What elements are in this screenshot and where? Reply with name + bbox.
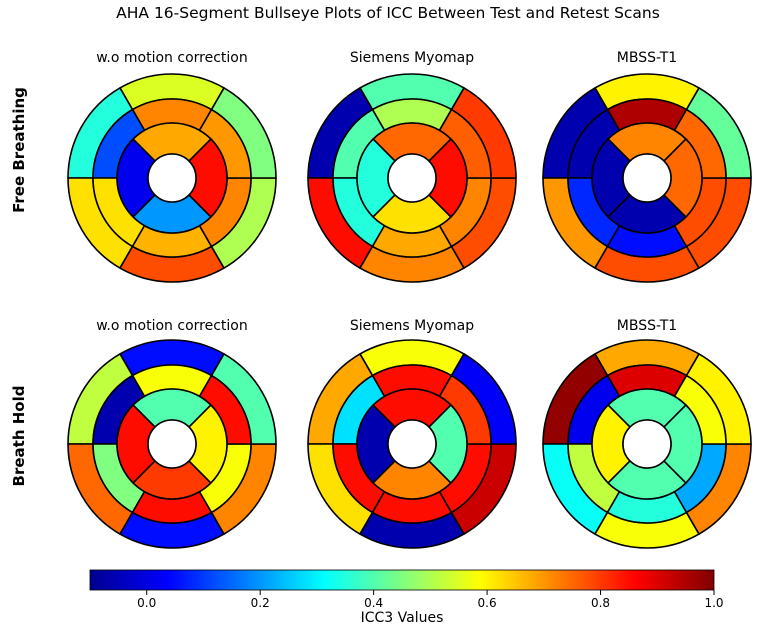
bullseye-plot: MBSS-T1 bbox=[542, 318, 752, 549]
bullseye-center-hole bbox=[387, 419, 437, 469]
colorbar-gradient bbox=[89, 569, 715, 591]
bullseye-center-hole bbox=[147, 419, 197, 469]
bullseye-plot: w.o motion correction bbox=[67, 318, 277, 549]
bullseye-plot-title: w.o motion correction bbox=[96, 318, 247, 334]
colorbar-tick-label: 0.6 bbox=[478, 596, 497, 610]
colorbar: 0.0 0.2 0.4 0.6 0.8 1.0 ICC3 Values bbox=[89, 569, 724, 626]
colorbar-tick-label: 0.8 bbox=[591, 596, 610, 610]
bullseye-plot-title: Siemens Myomap bbox=[350, 50, 474, 66]
colorbar-tick-label: 0.2 bbox=[251, 596, 270, 610]
bullseye-center-hole bbox=[147, 153, 197, 203]
bullseye-plot-title: w.o motion correction bbox=[96, 50, 247, 66]
bullseye-plot-title: MBSS-T1 bbox=[617, 318, 677, 334]
bullseye-plot: Siemens Myomap bbox=[307, 50, 517, 283]
bullseye-center-hole bbox=[622, 153, 672, 203]
colorbar-tick-label: 0.4 bbox=[364, 596, 383, 610]
colorbar-tick-label: 0.0 bbox=[137, 596, 156, 610]
colorbar-label: ICC3 Values bbox=[361, 610, 444, 626]
bullseye-center-hole bbox=[622, 419, 672, 469]
bullseye-plot: MBSS-T1 bbox=[542, 50, 752, 283]
bullseye-plot-title: MBSS-T1 bbox=[617, 50, 677, 66]
row-label-breath-hold: Breath Hold bbox=[10, 386, 28, 487]
colorbar-tick-label: 1.0 bbox=[704, 596, 723, 610]
bullseye-plot: w.o motion correction bbox=[67, 50, 277, 283]
bullseye-plot: Siemens Myomap bbox=[307, 318, 517, 549]
bullseye-plot-title: Siemens Myomap bbox=[350, 318, 474, 334]
figure-title: AHA 16-Segment Bullseye Plots of ICC Bet… bbox=[116, 4, 660, 22]
row-label-free-breathing: Free Breathing bbox=[10, 87, 28, 213]
bullseye-center-hole bbox=[387, 153, 437, 203]
